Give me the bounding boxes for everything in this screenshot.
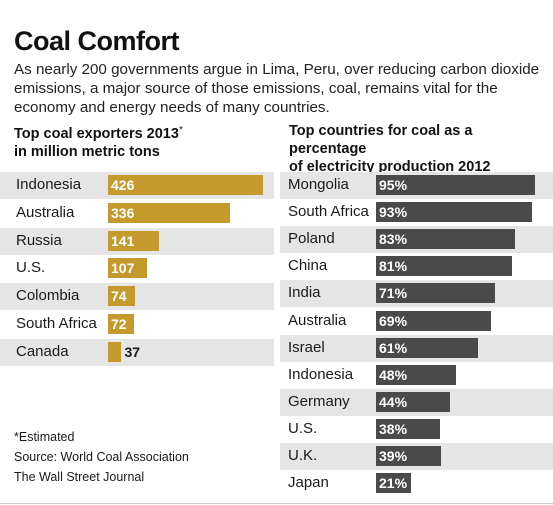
exporters-bar-colombia [108, 286, 135, 307]
coal-share-value-indonesia: 48% [379, 366, 408, 383]
exporters-value-canada: 37 [124, 343, 141, 360]
coal-share-value-poland: 83% [379, 231, 408, 248]
exporters-bar-indonesia [108, 175, 263, 195]
exporters-value-south-africa: 72 [111, 316, 127, 332]
left-chart-title-line2: in million metric tons [14, 144, 160, 160]
coal-share-label-australia: Australia [288, 311, 347, 329]
exporters-bar-canada [108, 341, 122, 362]
left-chart-heading: Top coal exporters 2013* in million metr… [14, 122, 183, 161]
left-chart-title-line1: Top coal exporters 2013 [14, 126, 179, 142]
coal-share-value-u-s: 38% [379, 420, 408, 437]
coal-share-bar-south-africa [376, 202, 532, 223]
coal-share-value-australia: 69% [379, 312, 408, 329]
coal-share-label-mongolia: Mongolia [288, 176, 349, 193]
exporters-row-stripe [0, 283, 274, 311]
coal-share-bar-germany [376, 391, 450, 412]
right-chart-title-line1: Top countries for coal as a percentage [289, 123, 473, 157]
exporters-value-australia: 336 [111, 204, 135, 221]
exporters-label-colombia: Colombia [16, 287, 80, 305]
page-title: Coal Comfort [14, 26, 180, 56]
coal-share-value-japan: 21% [379, 475, 408, 492]
subtitle: As nearly 200 governments argue in Lima,… [14, 61, 540, 116]
right-chart-title-line2: of electricity production 2012 [289, 159, 491, 175]
coal-share-bar-australia [376, 310, 492, 331]
exporters-label-russia: Russia [16, 231, 62, 249]
coal-share-label-u-s: U.S. [288, 419, 318, 437]
footnote-publisher: The Wall Street Journal [14, 470, 145, 484]
coal-share-bar-u-k [376, 446, 442, 466]
coal-share-value-u-k: 39% [379, 448, 408, 464]
exporters-bar-australia [108, 202, 231, 223]
exporters-row-stripe [0, 338, 274, 366]
coal-share-label-china: China [288, 257, 328, 275]
coal-share-bar-china [376, 256, 512, 277]
exporters-label-australia: Australia [16, 203, 75, 221]
exporters-bar-u-s [108, 258, 147, 279]
exporters-label-south-africa: South Africa [16, 315, 97, 332]
coal-share-label-indonesia: Indonesia [288, 365, 354, 383]
exporters-value-russia: 141 [111, 232, 135, 249]
exporters-bar-south-africa [108, 314, 135, 334]
footnote-estimated: *Estimated [14, 430, 75, 444]
bottom-divider [0, 503, 553, 504]
footnote-source: Source: World Coal Association [14, 450, 189, 464]
exporters-label-canada: Canada [16, 342, 69, 360]
coal-share-bar-japan [376, 473, 412, 494]
right-chart-heading: Top countries for coal as a percentage o… [289, 122, 553, 176]
coal-share-bar-israel [376, 337, 479, 358]
exporters-value-colombia: 74 [111, 288, 127, 305]
coal-share-value-germany: 44% [379, 393, 408, 410]
exporters-label-indonesia: Indonesia [16, 176, 82, 193]
coal-share-value-israel: 61% [379, 339, 408, 356]
coal-share-bar-mongolia [376, 175, 535, 195]
exporters-value-u-s: 107 [111, 260, 135, 277]
exporters-bar-russia [108, 230, 160, 251]
coal-share-value-mongolia: 95% [379, 177, 408, 193]
coal-share-label-india: India [288, 284, 321, 302]
coal-share-bar-india [376, 283, 495, 304]
coal-share-label-u-k: U.K. [288, 447, 318, 464]
coal-share-value-china: 81% [379, 258, 408, 275]
exporters-value-indonesia: 426 [111, 177, 135, 193]
coal-share-bar-indonesia [376, 364, 457, 385]
coal-share-label-japan: Japan [288, 474, 329, 492]
coal-share-label-israel: Israel [288, 338, 325, 356]
exporters-label-u-s: U.S. [16, 259, 46, 277]
coal-share-value-south-africa: 93% [379, 204, 408, 221]
coal-share-bar-poland [376, 229, 515, 250]
coal-share-bar-u-s [376, 418, 440, 439]
left-chart-title-marker: * [178, 125, 183, 136]
coal-share-value-india: 71% [379, 285, 408, 302]
coal-share-label-south-africa: South Africa [288, 203, 369, 221]
coal-share-label-poland: Poland [288, 230, 335, 248]
coal-share-label-germany: Germany [288, 392, 350, 410]
